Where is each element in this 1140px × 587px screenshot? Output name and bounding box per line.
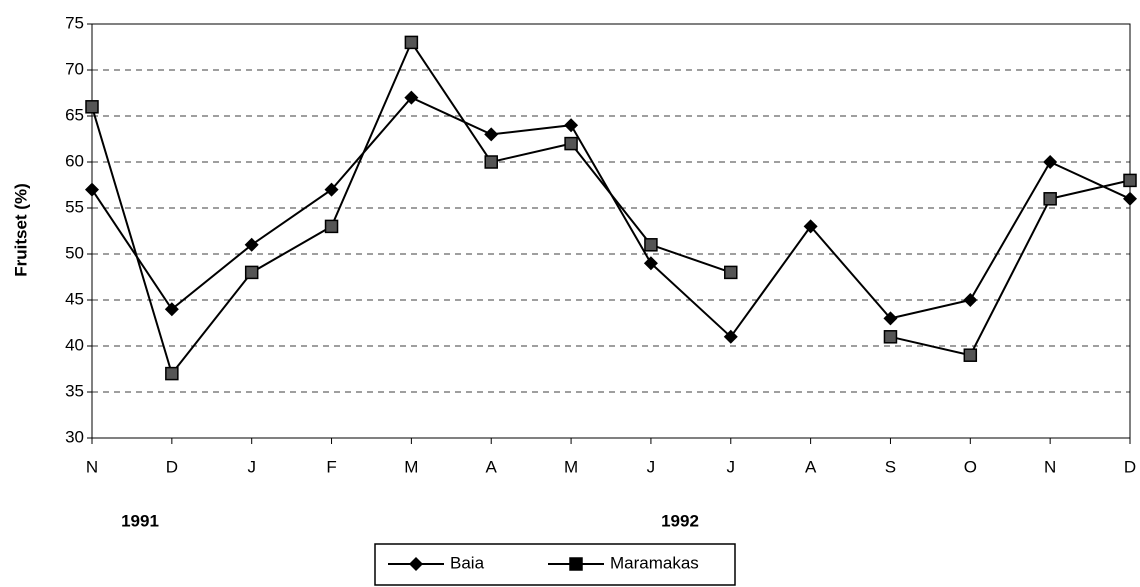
y-tick-label: 65 [65, 105, 84, 124]
marker [724, 265, 738, 280]
y-tick-label: 30 [65, 427, 84, 446]
marker [883, 311, 898, 326]
marker [723, 329, 738, 344]
marker [324, 219, 339, 234]
year-label: 1991 [121, 511, 159, 530]
legend: Baia Maramakas [374, 543, 736, 586]
y-tick-label: 35 [65, 381, 84, 400]
y-axis-label: Fruitset (%) [11, 183, 30, 277]
x-tick-label: A [486, 457, 498, 476]
marker [85, 100, 99, 114]
legend-label: Maramakas [610, 553, 699, 572]
marker [404, 90, 419, 105]
marker [324, 182, 339, 197]
marker [644, 238, 658, 252]
x-tick-label: J [647, 457, 656, 476]
y-tick-label: 50 [65, 243, 84, 262]
marker [409, 557, 423, 571]
marker [1043, 192, 1057, 206]
marker [244, 265, 259, 280]
marker [963, 348, 978, 362]
x-tick-label: J [727, 457, 736, 476]
x-tick-label: D [1124, 457, 1136, 476]
marker [484, 127, 499, 142]
marker [484, 155, 498, 169]
x-tick-label: S [885, 457, 896, 476]
year-label: 1992 [661, 511, 699, 530]
marker [85, 182, 99, 197]
marker [963, 293, 978, 307]
x-tick-label: D [166, 457, 178, 476]
marker [569, 557, 583, 571]
marker [244, 237, 259, 252]
marker [803, 219, 818, 234]
y-tick-label: 70 [65, 59, 84, 78]
x-tick-label: O [964, 457, 977, 476]
marker [1123, 191, 1137, 206]
y-tick-label: 60 [65, 151, 84, 170]
y-tick-label: 40 [65, 335, 84, 354]
marker [1123, 173, 1137, 188]
y-tick-label: 75 [65, 13, 84, 32]
marker [564, 136, 578, 151]
x-tick-label: M [404, 457, 418, 476]
legend-label: Baia [450, 553, 485, 572]
x-tick-label: N [86, 457, 98, 476]
marker [883, 330, 898, 344]
marker [1043, 155, 1058, 169]
y-tick-label: 55 [65, 197, 84, 216]
x-tick-label: A [805, 457, 817, 476]
marker [564, 118, 579, 133]
y-tick-label: 45 [65, 289, 84, 308]
x-tick-label: M [564, 457, 578, 476]
x-tick-label: F [326, 457, 336, 476]
marker [643, 256, 658, 271]
marker [165, 366, 179, 381]
marker [164, 302, 179, 317]
marker [404, 35, 419, 50]
x-tick-label: J [247, 457, 256, 476]
plot-frame [91, 23, 1131, 439]
x-tick-label: N [1044, 457, 1056, 476]
